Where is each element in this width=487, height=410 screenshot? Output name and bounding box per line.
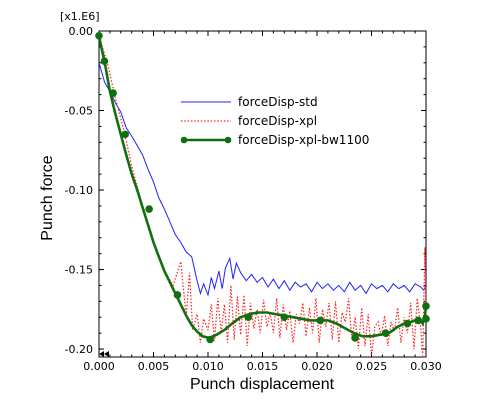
scale-label: [x1.E6] — [60, 10, 100, 23]
y-axis-title: Punch force — [39, 155, 56, 240]
series-3-marker — [316, 316, 325, 325]
axis-arrow-icon — [104, 351, 109, 357]
x-tick-label: 0.020 — [301, 360, 333, 373]
axis-arrows — [99, 351, 109, 357]
legend-label-2: forceDisp-xpl — [238, 114, 317, 128]
series-line-3 — [99, 35, 428, 340]
legend-box — [173, 90, 383, 147]
x-axis-ticks: 0.000 0.005 0.010 0.015 0.020 0.025 0.030 — [83, 31, 442, 373]
series-3-marker — [280, 313, 289, 322]
series-3-marker — [206, 335, 214, 344]
y-tick-label: -0.10 — [65, 184, 93, 197]
axis-arrow-icon — [99, 351, 104, 357]
x-tick-label: 0.025 — [356, 360, 388, 373]
legend-label-1: forceDisp-std — [238, 95, 318, 109]
series-line-2 — [99, 35, 427, 356]
series-3-marker — [414, 316, 423, 325]
series-3-marker — [422, 315, 430, 323]
series-layer — [95, 31, 430, 356]
legend: forceDisp-std forceDisp-xpl forceDisp-xpl-… — [173, 90, 383, 147]
x-axis-title: Punch displacement — [190, 376, 335, 393]
y-tick-label: -0.15 — [65, 264, 93, 277]
x-tick-label: 0.005 — [138, 360, 170, 373]
series-3-marker — [109, 89, 117, 97]
series-3-marker — [145, 205, 153, 213]
series-group — [99, 35, 428, 356]
x-tick-label: 0.010 — [192, 360, 224, 373]
y-tick-label: 0.00 — [69, 25, 94, 38]
plot-frame — [98, 30, 427, 358]
x-tick-label: 0.030 — [410, 360, 442, 373]
series-line-1 — [99, 62, 427, 297]
x-tick-label: 0.000 — [83, 360, 115, 373]
series-3-marker — [381, 329, 390, 337]
y-tick-label: -0.05 — [65, 105, 93, 118]
series-3-marker — [244, 313, 253, 322]
plot-border — [98, 30, 427, 358]
y-tick-label: -0.20 — [65, 343, 93, 356]
legend-marker — [224, 136, 232, 144]
series-3-marker — [403, 319, 412, 328]
series-3-marker — [173, 291, 182, 299]
legend-label-3: forceDisp-xpl-bw1100 — [238, 133, 369, 147]
y-axis-ticks: 0.00 -0.05 -0.10 -0.15 -0.20 — [65, 25, 426, 356]
series-3-marker — [351, 334, 359, 342]
legend-marker — [180, 136, 188, 144]
series-3-marker — [422, 302, 430, 310]
series-3-marker — [95, 31, 103, 40]
x-tick-label: 0.015 — [247, 360, 279, 373]
series-3-marker — [100, 57, 109, 66]
series-3-marker — [121, 130, 129, 139]
